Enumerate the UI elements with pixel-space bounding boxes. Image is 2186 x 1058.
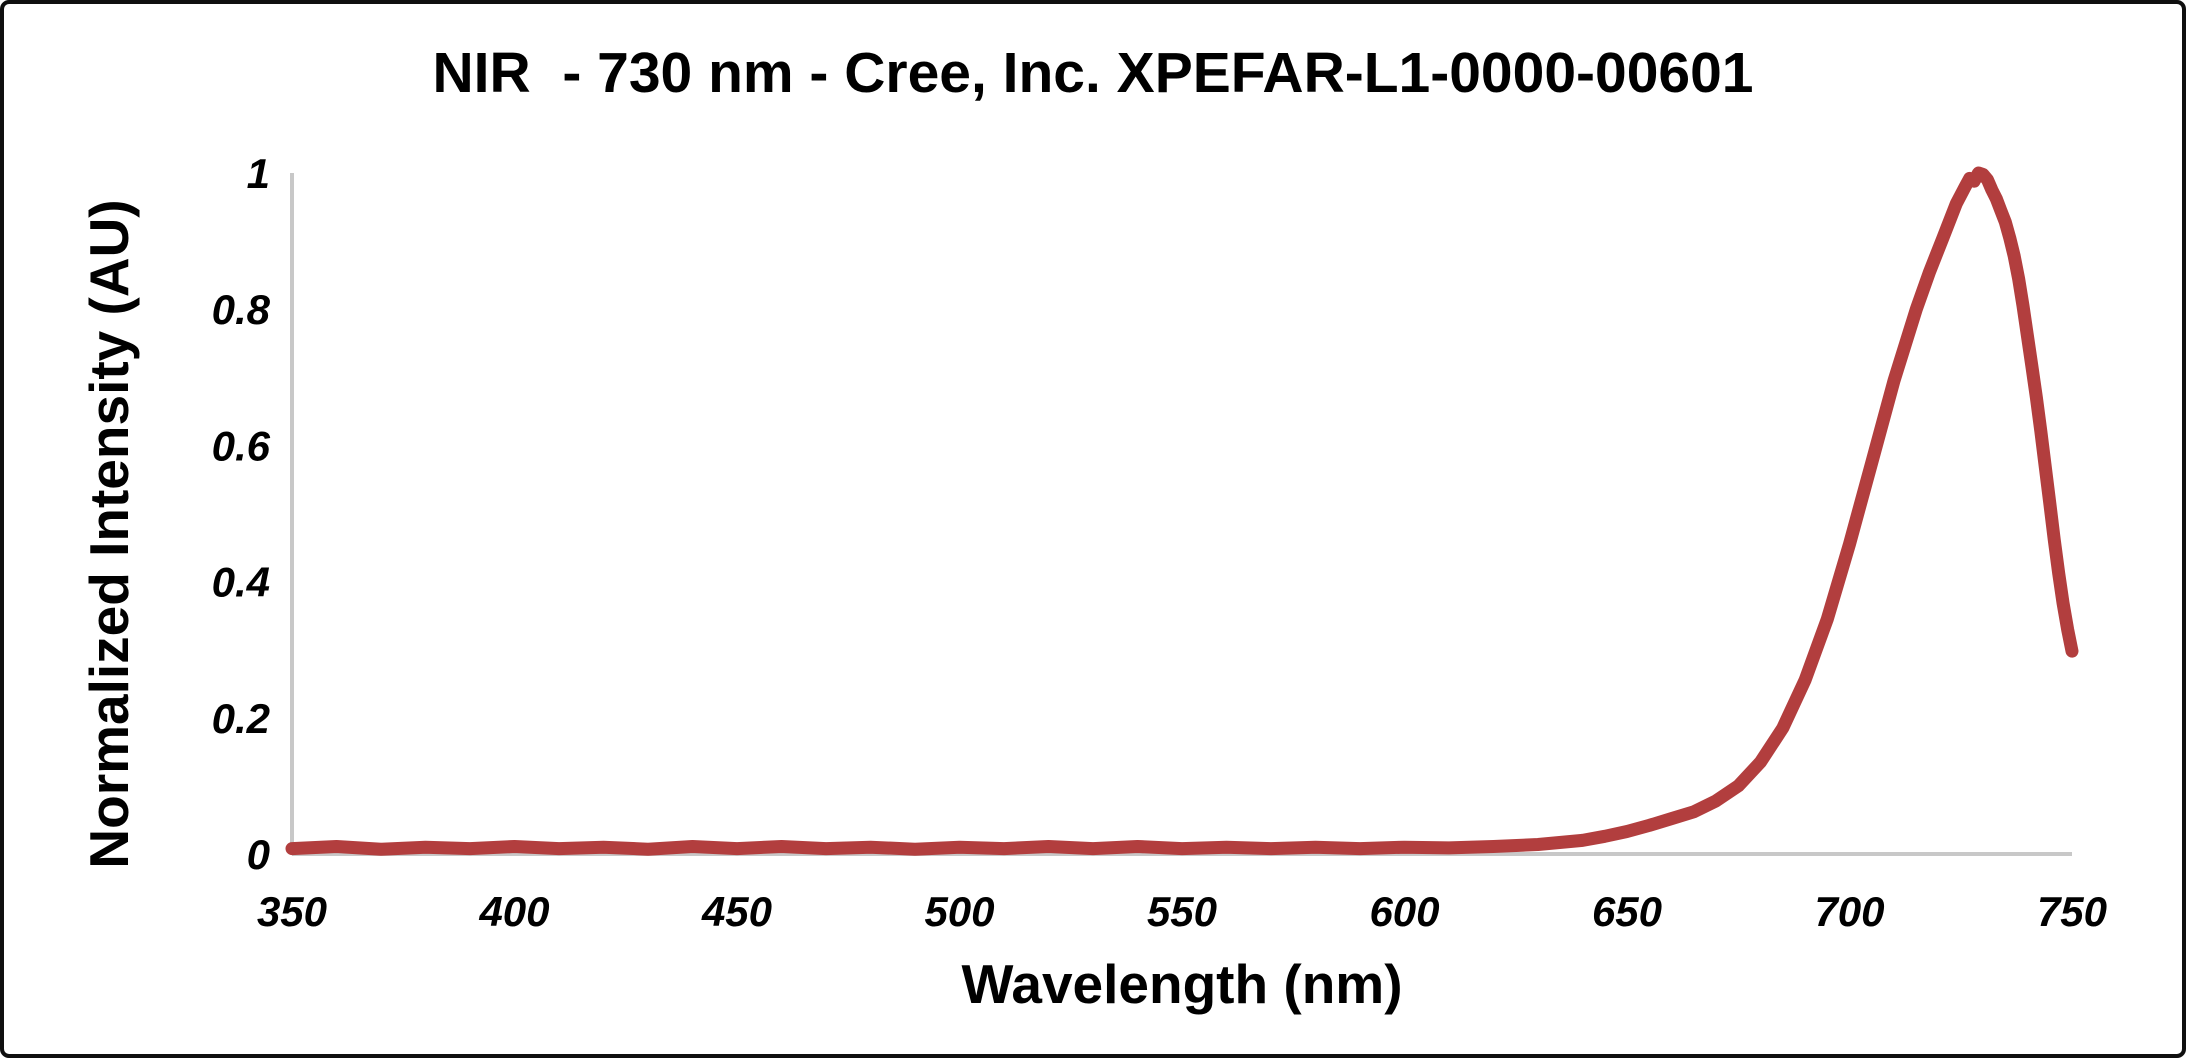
x-tick-label: 400 <box>478 888 549 935</box>
y-tick-label: 0.6 <box>212 422 271 469</box>
x-tick-label: 600 <box>1369 888 1439 935</box>
x-tick-label: 650 <box>1592 888 1662 935</box>
x-tick-label: 350 <box>257 888 327 935</box>
y-tick-label: 0 <box>247 831 270 878</box>
y-tick-label: 0.8 <box>212 286 271 333</box>
y-tick-label: 1 <box>247 150 270 197</box>
y-tick-label: 0.4 <box>212 559 270 606</box>
plot-area: 0 0.2 0.4 0.6 0.8 1 350 400 450 500 550 600 650 700 75… <box>212 150 2107 935</box>
x-axis-title: Wavelength (nm) <box>961 953 1403 1015</box>
x-tick-label: 700 <box>1814 888 1884 935</box>
x-tick-label: 750 <box>2037 888 2107 935</box>
x-tick-label: 450 <box>701 888 772 935</box>
x-tick-label: 550 <box>1147 888 1217 935</box>
normalized-intensity-spectrum-curve <box>285 166 2079 856</box>
x-tick-label: 500 <box>924 888 994 935</box>
y-tick-label: 0.2 <box>212 695 270 742</box>
chart-title: NIR - 730 nm - Cree, Inc. XPEFAR-L1-0000… <box>432 41 1754 105</box>
